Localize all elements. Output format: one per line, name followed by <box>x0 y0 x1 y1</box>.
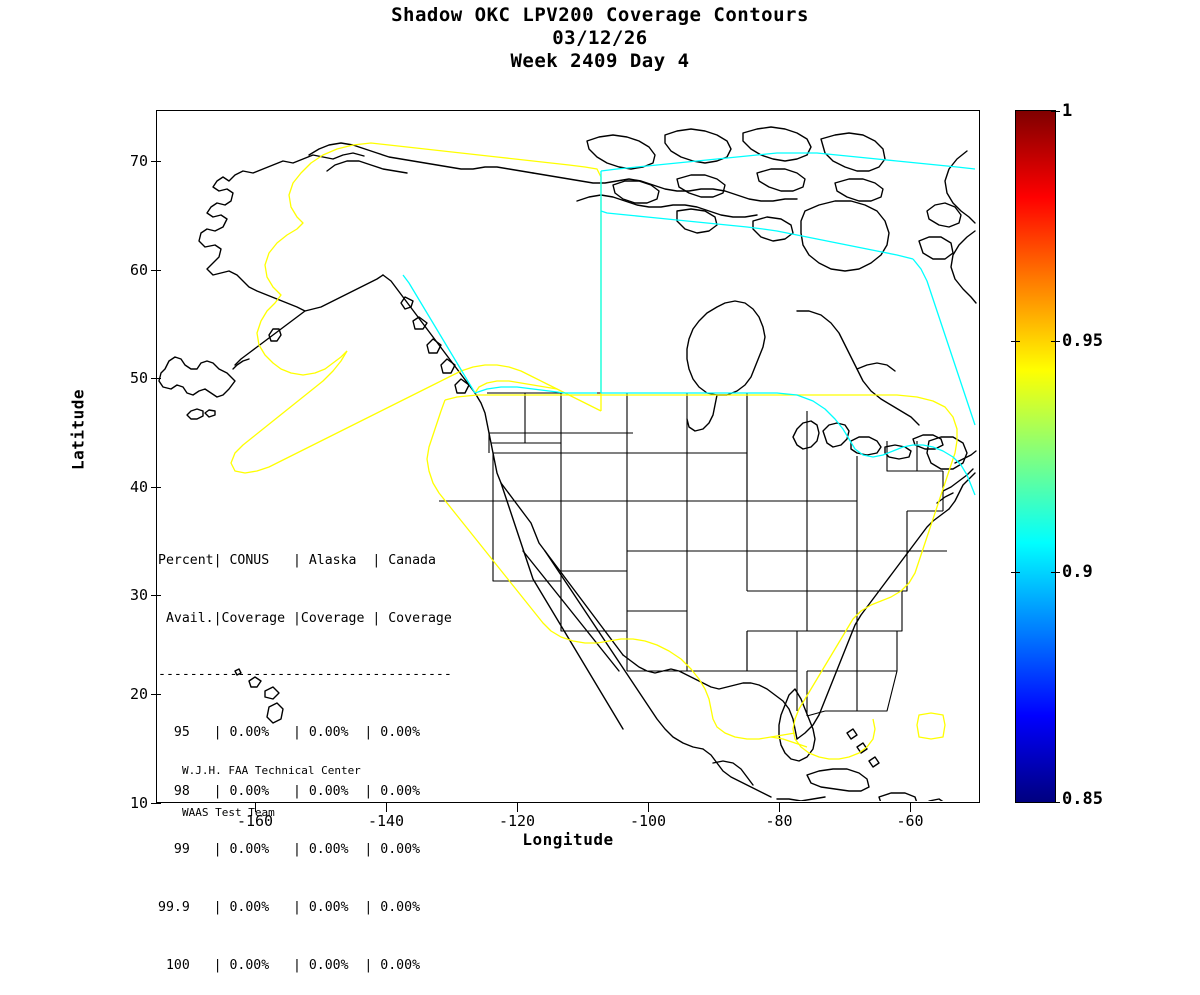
colorbar-tick-0.85 <box>1051 802 1060 803</box>
chart-title-line1: Shadow OKC LPV200 Coverage Contours <box>391 4 809 26</box>
x-ticklabel--60: -60 <box>896 812 924 830</box>
y-tick-40 <box>151 487 161 488</box>
credit-line-2: WAAS Test Team <box>182 806 275 819</box>
x-tick--100 <box>648 803 649 812</box>
colorbar-tick-left-0.9 <box>1011 572 1020 573</box>
stats-header-row-2: Avail.|Coverage |Coverage | Coverage <box>158 611 452 627</box>
y-ticklabel-10: 10 <box>129 794 148 812</box>
table-row: 95 | 0.00% | 0.00% | 0.00% <box>158 725 421 741</box>
credit-block: W.J.H. FAA Technical Center WAAS Test Te… <box>182 736 361 834</box>
x-tick--60 <box>910 803 911 812</box>
colorbar <box>1015 110 1056 803</box>
y-ticklabel-50: 50 <box>129 369 148 387</box>
stats-separator: ------------------------------------- <box>158 667 452 683</box>
us-state-boundaries <box>439 392 947 717</box>
y-ticklabel-60: 60 <box>129 261 148 279</box>
colorbar-label-0.85: 0.85 <box>1062 789 1103 809</box>
table-row: 98 | 0.00% | 0.00% | 0.00% <box>158 783 421 799</box>
y-ticklabel-20: 20 <box>129 685 148 703</box>
coverage-stats-table: Percent| CONUS | Alaska | Canada Avail.|… <box>158 512 452 995</box>
x-ticklabel--100: -100 <box>629 812 667 830</box>
table-row: 100 | 0.00% | 0.00% | 0.00% <box>158 958 421 974</box>
y-tick-10 <box>151 803 161 804</box>
colorbar-label-0.9: 0.9 <box>1062 562 1093 582</box>
colorbar-label-1: 1 <box>1062 101 1073 121</box>
colorbar-gradient <box>1015 110 1056 803</box>
x-ticklabel--140: -140 <box>367 812 405 830</box>
chart-title-block: Shadow OKC LPV200 Coverage Contours 03/1… <box>0 4 1200 73</box>
y-ticklabel-30: 30 <box>129 586 148 604</box>
y-tick-70 <box>151 161 161 162</box>
x-ticklabel--80: -80 <box>765 812 793 830</box>
table-row: 99.9 | 0.00% | 0.00% | 0.00% <box>158 900 421 916</box>
y-tick-60 <box>151 270 161 271</box>
x-ticklabel--160: -160 <box>236 812 274 830</box>
colorbar-tick-1 <box>1051 111 1060 112</box>
chart-title-line2: 03/12/26 <box>552 27 648 49</box>
x-tick--140 <box>386 803 387 812</box>
x-axis-title: Longitude <box>522 830 614 849</box>
chart-title-line3: Week 2409 Day 4 <box>510 50 690 72</box>
y-axis-title: Latitude <box>68 388 88 471</box>
y-tick-20 <box>151 694 161 695</box>
x-tick--160 <box>255 803 256 812</box>
canada-service-volume-boundary <box>402 152 976 496</box>
colorbar-tick-0.95 <box>1051 341 1060 342</box>
colorbar-label-0.95: 0.95 <box>1062 331 1103 351</box>
x-ticklabel--120: -120 <box>498 812 536 830</box>
stats-header-row-1: Percent| CONUS | Alaska | Canada <box>158 552 436 568</box>
colorbar-tick-left-0.95 <box>1011 341 1020 342</box>
colorbar-tick-0.9 <box>1051 572 1060 573</box>
y-tick-50 <box>151 378 161 379</box>
coastlines-layer <box>158 126 977 801</box>
credit-line-1: W.J.H. FAA Technical Center <box>182 764 361 777</box>
table-row: 99 | 0.00% | 0.00% | 0.00% <box>158 841 421 857</box>
y-ticklabel-40: 40 <box>129 478 148 496</box>
north-america-map <box>158 126 977 801</box>
y-ticklabel-70: 70 <box>129 152 148 170</box>
y-tick-30 <box>151 595 161 596</box>
x-tick--120 <box>517 803 518 812</box>
x-tick--80 <box>779 803 780 812</box>
map-plot-area <box>156 110 980 803</box>
